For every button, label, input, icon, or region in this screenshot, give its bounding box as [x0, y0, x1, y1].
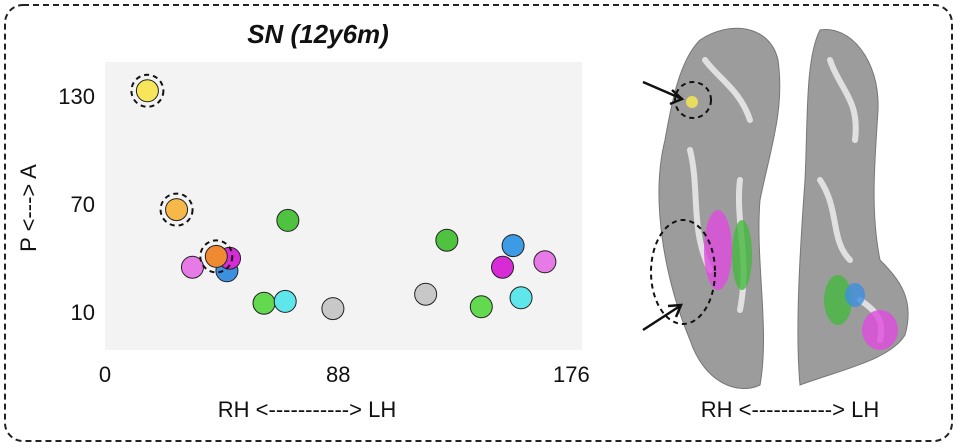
arrow	[642, 303, 683, 332]
y-axis-label: P <---> A	[16, 164, 41, 252]
x-tick-label: 176	[553, 362, 590, 387]
figure-border	[4, 4, 953, 442]
point	[435, 228, 459, 252]
x-tick-label: 0	[99, 362, 111, 387]
y-tick-label: 70	[71, 192, 95, 217]
point	[273, 289, 297, 313]
activation-patch	[732, 220, 752, 290]
highlight-ring	[159, 192, 194, 227]
activation-patch	[704, 210, 732, 290]
activation-patch	[686, 96, 698, 108]
point	[491, 255, 514, 279]
brain-axis-label: RH <-----------> LH	[701, 397, 879, 422]
point	[533, 250, 557, 274]
point	[165, 198, 189, 222]
x-axis-label: RH <-----------> LH	[218, 397, 396, 422]
activation-patch	[845, 283, 865, 307]
point	[469, 295, 493, 319]
point	[135, 79, 159, 103]
brain-image	[642, 27, 909, 389]
arrow	[642, 80, 685, 106]
x-tick-label: 88	[326, 362, 350, 387]
point	[276, 208, 300, 232]
chart-title: SN (12y6m)	[247, 19, 389, 49]
plot-area: 10 70 130 0 88 176	[58, 62, 590, 387]
point	[252, 291, 276, 315]
point	[321, 297, 345, 321]
right-hemisphere	[658, 27, 781, 389]
highlight-ring	[199, 239, 234, 274]
y-tick-label: 130	[58, 84, 95, 109]
activation-patch	[862, 310, 898, 350]
highlight-circle	[650, 219, 716, 325]
highlight-ring	[130, 73, 165, 108]
point	[414, 282, 438, 306]
point	[501, 234, 525, 258]
y-tick-label: 10	[71, 300, 95, 325]
activation-patch	[824, 275, 852, 325]
highlight-circle	[674, 81, 712, 119]
point	[204, 244, 228, 268]
point	[509, 286, 533, 310]
